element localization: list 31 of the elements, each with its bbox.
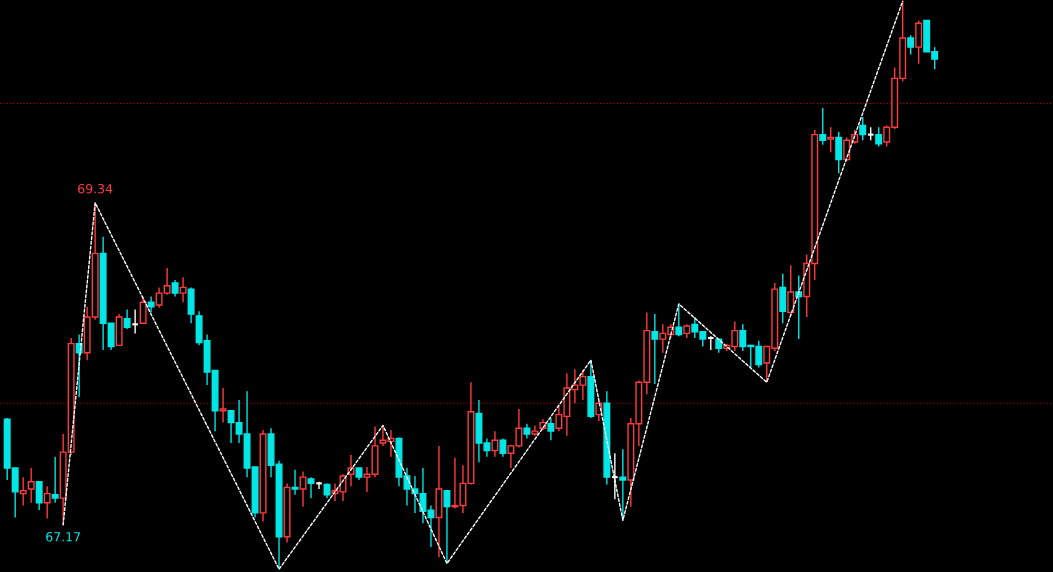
- candlestick: [787, 264, 795, 317]
- candlestick: [27, 467, 35, 504]
- candlestick: [315, 480, 323, 490]
- candlestick: [827, 126, 835, 153]
- candlestick: [219, 387, 227, 424]
- candlestick: [179, 276, 187, 303]
- candlestick: [35, 480, 43, 511]
- candlestick: [619, 448, 627, 522]
- candlestick: [779, 273, 787, 324]
- candlestick: [875, 126, 883, 148]
- candlestick: [43, 485, 51, 520]
- annotation: 67.17: [46, 532, 80, 542]
- candlestick: [491, 430, 499, 458]
- candlestick: [307, 476, 315, 499]
- candlestick: [123, 308, 131, 330]
- candlestick: [547, 417, 555, 441]
- annotation: 69.34: [78, 183, 113, 194]
- candlestick: [907, 34, 915, 56]
- candlestick: [131, 308, 139, 335]
- candlestick: [915, 19, 923, 65]
- candlestick: [291, 469, 299, 496]
- candlestick: [859, 116, 867, 141]
- candlestick: [651, 313, 659, 385]
- candlestick: [819, 107, 827, 146]
- candlestick: [51, 455, 59, 504]
- candlestick: [835, 131, 843, 174]
- candlestick: [499, 437, 507, 458]
- candlestick: [675, 303, 683, 337]
- candlestick: [299, 470, 307, 508]
- candlestick: [139, 295, 147, 324]
- candlestick: [19, 476, 27, 507]
